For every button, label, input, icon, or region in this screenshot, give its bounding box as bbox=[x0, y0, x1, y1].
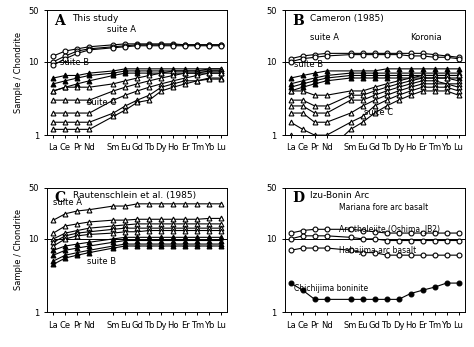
Text: Cameron (1985): Cameron (1985) bbox=[310, 14, 383, 23]
Text: suite B: suite B bbox=[87, 257, 116, 266]
Text: Mariana fore arc basalt: Mariana fore arc basalt bbox=[338, 203, 428, 212]
Text: C: C bbox=[55, 191, 66, 205]
Text: Koronia: Koronia bbox=[410, 33, 442, 42]
Text: suite B: suite B bbox=[60, 58, 89, 67]
Text: suite A: suite A bbox=[310, 33, 339, 42]
Text: Rautenschlein et al. (1985): Rautenschlein et al. (1985) bbox=[73, 191, 196, 200]
Text: suite A: suite A bbox=[53, 197, 82, 206]
Text: suite A: suite A bbox=[107, 25, 136, 34]
Y-axis label: Sample / Chondrite: Sample / Chondrite bbox=[14, 209, 23, 290]
Text: suite B: suite B bbox=[294, 60, 323, 69]
Text: Arc tholeiite (Oshima, JB2): Arc tholeiite (Oshima, JB2) bbox=[338, 225, 440, 234]
Text: Chichijima boninite: Chichijima boninite bbox=[294, 283, 368, 293]
Y-axis label: Sample / Chondrite: Sample / Chondrite bbox=[14, 32, 23, 113]
Text: suite C: suite C bbox=[87, 98, 116, 107]
Text: This study: This study bbox=[73, 14, 119, 23]
Text: D: D bbox=[292, 191, 304, 205]
Text: Izu-Bonin Arc: Izu-Bonin Arc bbox=[310, 191, 369, 200]
Text: A: A bbox=[55, 14, 65, 28]
Text: suite C: suite C bbox=[364, 108, 393, 117]
Text: B: B bbox=[292, 14, 304, 28]
Text: Hahajima arc basalt: Hahajima arc basalt bbox=[338, 246, 416, 255]
